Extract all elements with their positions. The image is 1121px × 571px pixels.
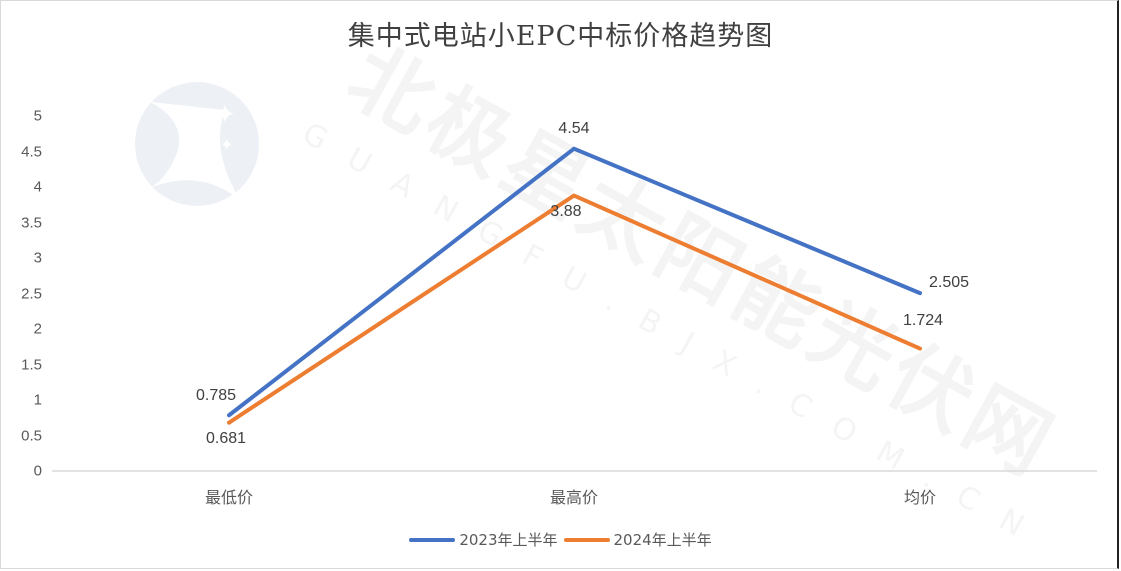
y-tick-label: 0.5 xyxy=(21,427,42,444)
y-tick-label: 0 xyxy=(33,462,42,480)
chart-title: 集中式电站小EPC中标价格趋势图 xyxy=(347,21,774,52)
data-label: 2.505 xyxy=(928,274,970,292)
data-label: 3.88 xyxy=(550,202,582,220)
svg-text:✦: ✦ xyxy=(196,106,213,130)
y-tick-label: 2 xyxy=(33,320,42,338)
x-tick-label: 最低价 xyxy=(204,488,254,507)
data-label: 0.785 xyxy=(195,387,237,405)
legend: 2023年上半年 2024年上半年 xyxy=(0,529,1121,550)
x-tick-label: 最高价 xyxy=(549,488,599,507)
y-tick-label: 1.5 xyxy=(21,356,42,373)
svg-text:GUANGFU.BJX.COM.CN: GUANGFU.BJX.COM.CN xyxy=(296,116,1054,557)
series-line-1[interactable] xyxy=(227,193,922,425)
y-tick-label: 1 xyxy=(33,391,42,409)
legend-label-2023: 2023年上半年 xyxy=(459,531,558,549)
y-tick-label: 4 xyxy=(33,178,42,196)
y-tick-label: 3.5 xyxy=(21,214,42,231)
legend-swatch-2024 xyxy=(563,537,610,542)
y-tick-label: 5 xyxy=(33,107,42,125)
legend-item-2023[interactable]: 2023年上半年 xyxy=(409,529,558,550)
svg-text:✦: ✦ xyxy=(214,100,236,130)
legend-item-2024[interactable]: 2024年上半年 xyxy=(563,529,712,550)
svg-text:✦: ✦ xyxy=(220,135,233,154)
svg-text:✦: ✦ xyxy=(193,133,205,149)
data-label: 1.724 xyxy=(902,311,944,329)
watermark-logo-icon: ✦ ✦ ✦ ✦ xyxy=(135,82,259,206)
svg-text:北极星太阳能光伏网: 北极星太阳能光伏网 xyxy=(333,29,1072,496)
y-tick-label: 4.5 xyxy=(21,143,42,160)
data-label: 0.681 xyxy=(205,429,247,447)
watermark-text: 北极星太阳能光伏网 GUANGFU.BJX.COM.CN xyxy=(296,29,1072,557)
legend-swatch-2023 xyxy=(409,537,456,542)
data-label: 4.54 xyxy=(558,119,590,137)
y-tick-label: 2.5 xyxy=(21,285,42,302)
y-tick-label: 3 xyxy=(33,249,42,267)
legend-label-2024: 2024年上半年 xyxy=(613,531,712,549)
x-tick-label: 均价 xyxy=(903,488,937,507)
series-line-0[interactable] xyxy=(227,146,922,418)
